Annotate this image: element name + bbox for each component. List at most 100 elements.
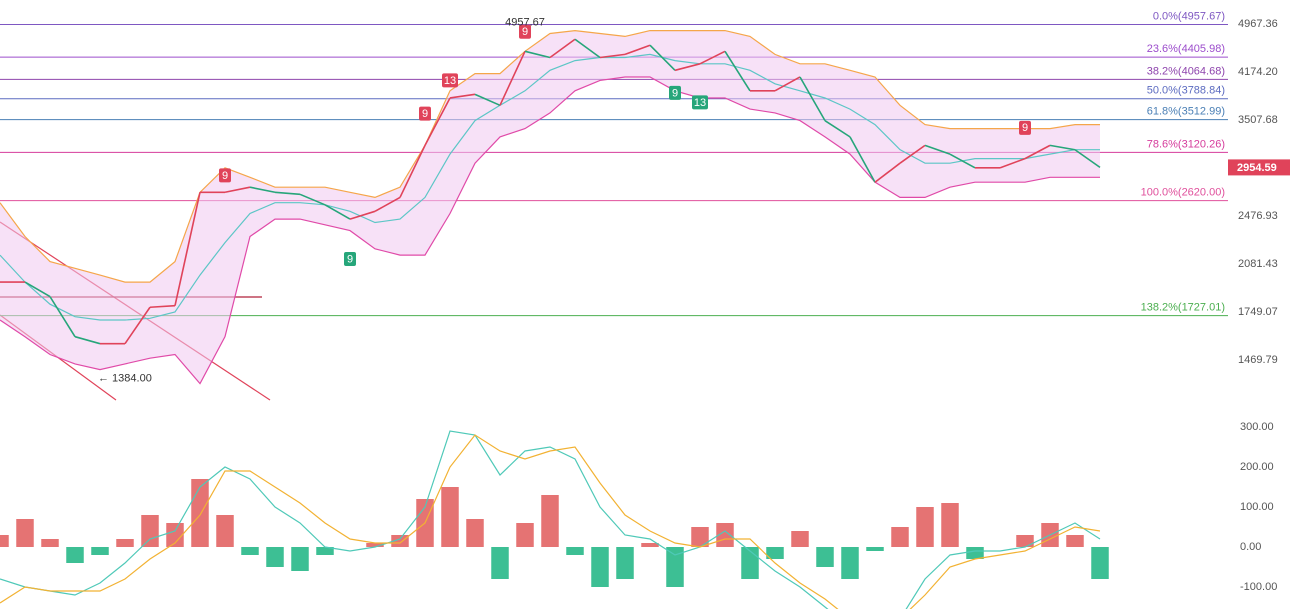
- band-upper: [0, 29, 1100, 283]
- td-marker: [442, 73, 458, 88]
- macd-pane: [0, 430, 1109, 609]
- fib-level-label: 78.6%(3120.26): [1147, 138, 1225, 150]
- td-marker-label: 9: [422, 108, 428, 120]
- y-tick-label: 1469.79: [1238, 354, 1278, 366]
- price-segment: [899, 144, 926, 164]
- macd-bar: [291, 547, 309, 571]
- band-middle: [0, 53, 1100, 321]
- macd-bar: [91, 547, 109, 555]
- td-marker-label: 9: [672, 87, 678, 99]
- macd-bar: [591, 547, 609, 587]
- td-marker: [219, 168, 231, 183]
- macd-bar: [691, 527, 709, 547]
- price-segment: [924, 144, 951, 155]
- price-segment: [999, 157, 1026, 169]
- fib-level-label: 61.8%(3512.99): [1147, 106, 1225, 118]
- macd-tick-label: 200.00: [1240, 461, 1274, 473]
- macd-bar: [741, 547, 759, 579]
- last-price-label: 2954.59: [1237, 162, 1277, 174]
- y-tick-label: 1749.07: [1238, 306, 1278, 318]
- price-segment: [774, 76, 801, 92]
- macd-bar: [241, 547, 259, 555]
- fib-level-label: 38.2%(4064.68): [1147, 65, 1225, 77]
- macd-bar: [191, 479, 209, 547]
- price-segment: [24, 281, 51, 298]
- macd-bar: [216, 515, 234, 547]
- macd-bar: [316, 547, 334, 555]
- macd-bar: [916, 507, 934, 547]
- price-segment: [474, 93, 501, 107]
- macd-bar: [816, 547, 834, 567]
- macd-bar: [141, 515, 159, 547]
- last-price-box: [1228, 159, 1290, 176]
- y-tick-label: 4174.20: [1238, 66, 1278, 78]
- price-segment: [449, 93, 476, 99]
- price-segment: [424, 97, 451, 146]
- price-segment: [649, 44, 676, 71]
- macd-tick-label: 0.00: [1240, 541, 1261, 553]
- macd-dea: [0, 434, 1101, 609]
- td-marker-label: 9: [522, 26, 528, 38]
- price-segment: [824, 119, 851, 138]
- td-marker: [519, 24, 531, 39]
- price-segment: [1074, 149, 1101, 169]
- price-segment: [799, 76, 826, 122]
- price-segment: [1024, 144, 1051, 160]
- price-segment: [574, 38, 601, 59]
- macd-bar: [641, 543, 659, 547]
- price-annotation: ← 1384.00: [98, 373, 152, 385]
- macd-bar: [466, 519, 484, 547]
- price-segment: [524, 50, 551, 59]
- macd-bar: [941, 503, 959, 547]
- fib-level-label: 23.6%(4405.98): [1147, 43, 1225, 55]
- price-segment: [274, 191, 301, 196]
- macd-tick-label: 100.00: [1240, 501, 1274, 513]
- macd-bar: [866, 547, 884, 551]
- price-segment: [174, 192, 201, 306]
- td-marker-label: 9: [1022, 122, 1028, 134]
- price-segment: [349, 210, 376, 220]
- macd-bar: [391, 535, 409, 547]
- price-segment: [124, 306, 151, 345]
- td-marker: [1019, 120, 1031, 135]
- y-tick-label: 2081.43: [1238, 258, 1278, 270]
- macd-bar: [0, 535, 9, 547]
- price-segment: [374, 196, 401, 213]
- price-segment: [249, 186, 276, 194]
- macd-bar: [491, 547, 509, 579]
- td-marker-label: 13: [444, 75, 456, 87]
- macd-bar: [616, 547, 634, 579]
- macd-bar: [166, 523, 184, 547]
- price-segment: [299, 193, 326, 206]
- price-segment: [624, 44, 651, 56]
- td-marker-label: 9: [347, 253, 353, 265]
- macd-bar: [541, 495, 559, 547]
- band-lower: [0, 76, 1100, 385]
- y-tick-label: 4967.36: [1238, 18, 1278, 30]
- macd-bar: [266, 547, 284, 567]
- macd-tick-label: -100.00: [1240, 581, 1277, 593]
- macd-bar: [16, 519, 34, 547]
- price-segment: [949, 153, 976, 169]
- price-segment: [599, 53, 626, 59]
- y-tick-label: 3507.68: [1238, 114, 1278, 126]
- macd-bar: [441, 487, 459, 547]
- price-segment: [699, 50, 726, 65]
- fib-level-label: 100.0%(2620.00): [1141, 186, 1225, 198]
- macd-bar: [966, 547, 984, 559]
- macd-bar: [666, 547, 684, 587]
- band-fill: [0, 30, 1100, 384]
- fib-level-label: 138.2%(1727.01): [1141, 302, 1225, 314]
- macd-bar: [41, 539, 59, 547]
- macd-bar: [1016, 535, 1034, 547]
- price-segment: [724, 50, 751, 92]
- macd-bar: [516, 523, 534, 547]
- td-marker: [692, 95, 708, 110]
- price-segment: [49, 296, 76, 338]
- fib-level-label: 0.0%(4957.67): [1153, 10, 1225, 22]
- price-annotation: 4957.67: [505, 16, 545, 28]
- price-pane: 0.0%(4957.67) 23.6%(4405.98) 38.2%(4064.68…: [0, 10, 1228, 385]
- price-segment: [399, 145, 426, 198]
- macd-bar: [116, 539, 134, 547]
